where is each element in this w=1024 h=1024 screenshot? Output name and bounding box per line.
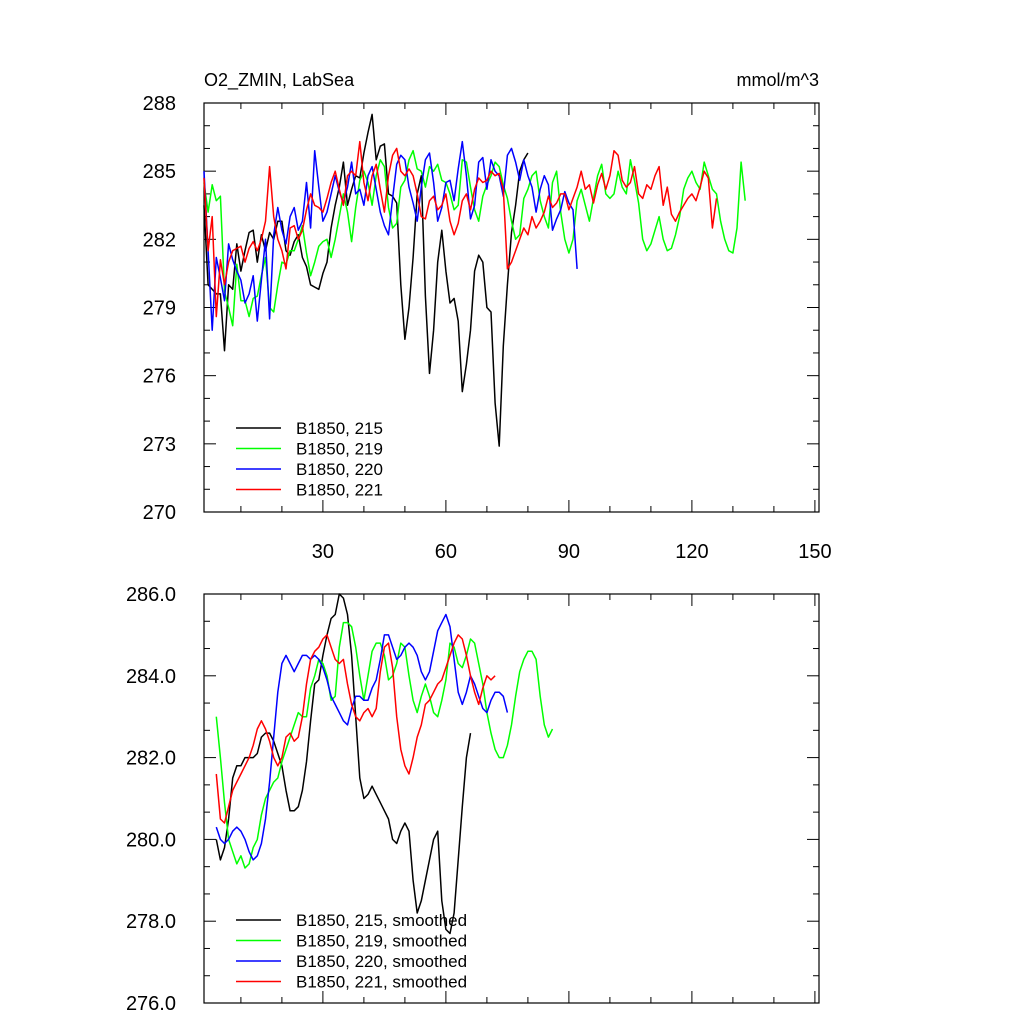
bottom-y-axis-labels: 276.0 278.0 280.0 282.0 284.0 286.0: [126, 584, 176, 1015]
top-y-tick-label: 279: [143, 298, 176, 320]
bottom-legend-label: B1850, 219, smoothed: [296, 932, 467, 951]
bottom-legend: B1850, 215, smoothed B1850, 219, smoothed…: [236, 911, 467, 992]
top-axis-ticks: [204, 102, 819, 513]
top-x-tick-label: 60: [435, 541, 457, 563]
top-legend-label: B1850, 220: [296, 460, 383, 479]
top-y-tick-label: 282: [143, 229, 176, 251]
bottom-line-b1850-221-smoothed: [215, 634, 496, 824]
top-x-tick-label: 30: [312, 541, 334, 563]
top-x-tick-label: 120: [675, 541, 708, 563]
top-series-lines: [203, 113, 746, 447]
bottom-plot-frame: [203, 593, 820, 1004]
top-legend-label: B1850, 221: [296, 481, 383, 500]
bottom-legend-label: B1850, 220, smoothed: [296, 952, 467, 971]
top-line-b1850-219: [203, 149, 746, 327]
bottom-legend-label: B1850, 215, smoothed: [296, 911, 467, 930]
bottom-legend-label: B1850, 221, smoothed: [296, 973, 467, 992]
bottom-line-b1850-215-smoothed: [215, 593, 472, 935]
top-chart-units: mmol/m^3: [737, 70, 819, 90]
top-y-tick-label: 270: [143, 502, 176, 524]
top-y-tick-label: 273: [143, 434, 176, 456]
bottom-y-tick-label: 282.0: [126, 748, 176, 770]
top-x-tick-label: 150: [798, 541, 831, 563]
top-legend-label: B1850, 215: [296, 419, 383, 438]
top-panel: O2_ZMIN, LabSea mmol/m^3 270 273 276 279 282…: [143, 70, 832, 563]
bottom-y-tick-label: 286.0: [126, 584, 176, 606]
top-chart-title: O2_ZMIN, LabSea: [204, 70, 355, 91]
top-y-tick-label: 285: [143, 161, 176, 183]
top-y-tick-label: 288: [143, 93, 176, 115]
bottom-axis-ticks: [204, 593, 819, 1004]
bottom-line-b1850-219-smoothed: [215, 621, 554, 869]
bottom-series-lines: [215, 593, 554, 935]
top-line-b1850-220: [203, 140, 578, 331]
top-y-axis-labels: 270 273 276 279 282 285 288: [143, 93, 176, 524]
top-line-b1850-215: [203, 113, 529, 447]
bottom-line-b1850-220-smoothed: [215, 613, 509, 861]
top-x-tick-label: 90: [558, 541, 580, 563]
bottom-y-tick-label: 280.0: [126, 829, 176, 851]
bottom-y-tick-label: 284.0: [126, 666, 176, 688]
top-line-b1850-221: [203, 140, 718, 318]
bottom-panel: 276.0 278.0 280.0 282.0 284.0 286.0 B1850, 21…: [126, 584, 820, 1015]
top-x-axis-labels: 30 60 90 120 150: [312, 541, 832, 563]
top-legend-label: B1850, 219: [296, 440, 383, 459]
bottom-y-tick-label: 276.0: [126, 993, 176, 1015]
top-y-tick-label: 276: [143, 366, 176, 388]
bottom-y-tick-label: 278.0: [126, 911, 176, 933]
